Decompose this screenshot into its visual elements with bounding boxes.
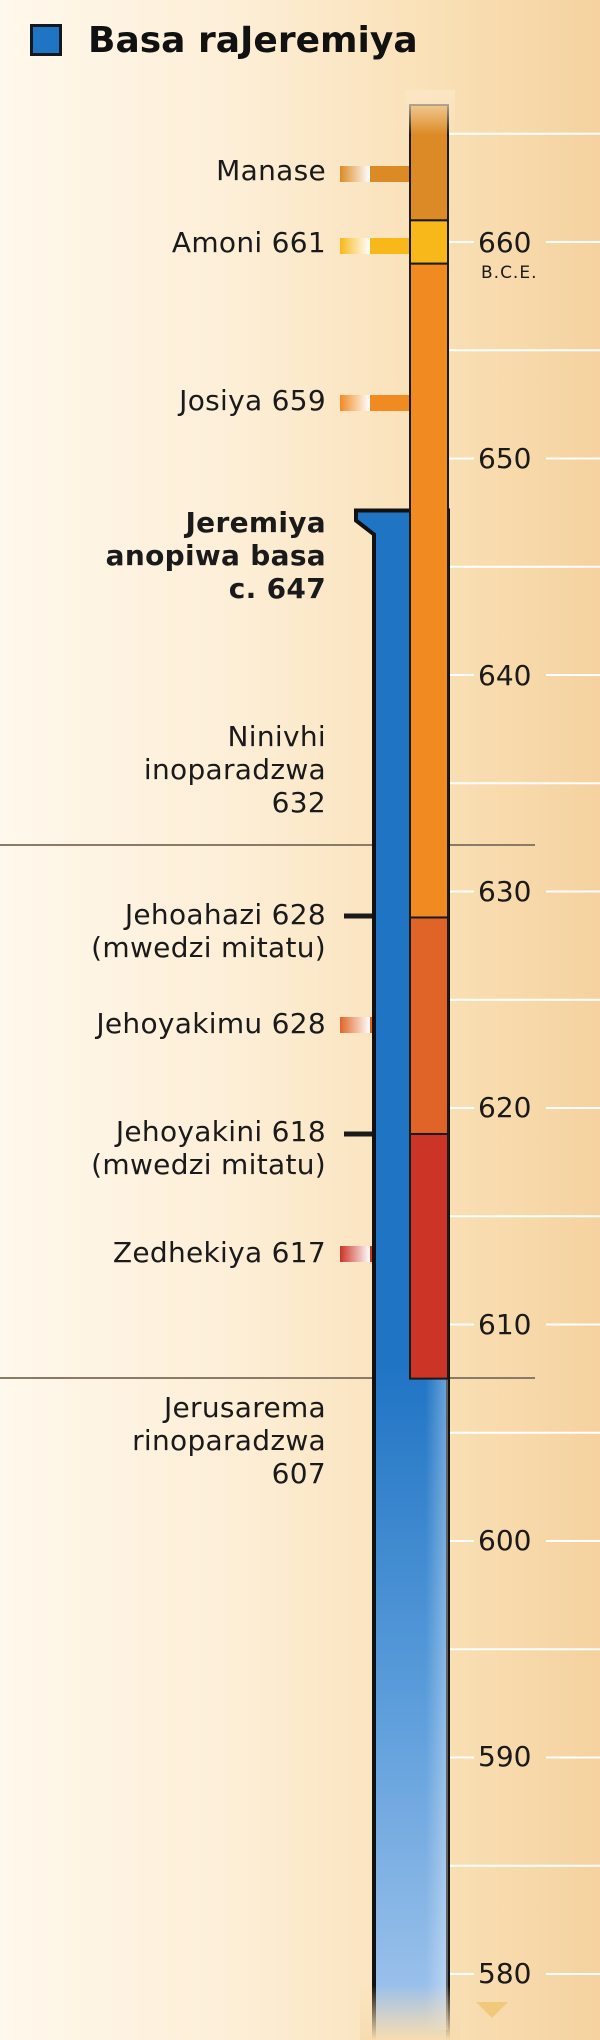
reign-bars (409, 104, 449, 1380)
event-label-jehoahazi: Jehoahazi 628 (mwedzi mitatu) (91, 898, 326, 964)
year-label-610: 610 (478, 1308, 532, 1341)
year-label-660: 660 (478, 226, 532, 259)
reign-bar-zedhekiya (409, 1132, 449, 1380)
reign-bar-josiya (409, 262, 449, 919)
event-label-manase: Manase (216, 154, 326, 187)
event-label-amoni: Amoni 661 (171, 226, 326, 259)
year-label-640: 640 (478, 659, 532, 692)
event-label-jeremiya: Jeremiya anopiwa basa c. 647 (105, 506, 326, 605)
connector-josiya (340, 395, 412, 411)
year-label-650: 650 (478, 442, 532, 475)
year-label-600: 600 (478, 1524, 532, 1557)
connector-amoni (340, 238, 412, 254)
year-label-620: 620 (478, 1091, 532, 1124)
event-label-ninivhi: Ninivhi inoparadzwa 632 (143, 720, 326, 819)
event-label-zedhekiya: Zedhekiya 617 (112, 1236, 326, 1269)
reign-bar-amoni (409, 219, 449, 265)
continuation-arrow-icon (476, 2002, 508, 2018)
legend-swatch (30, 24, 62, 56)
event-label-jerusarema: Jerusarema rinoparadzwa 607 (132, 1391, 326, 1490)
year-ticks (448, 132, 600, 1975)
legend-label: Basa raJeremiya (88, 20, 418, 61)
event-label-jehoyakimu: Jehoyakimu 628 (96, 1007, 326, 1040)
reign-bar-jehoyakimu (409, 916, 449, 1135)
year-label-590: 590 (478, 1740, 532, 1773)
era-label: B.C.E. (481, 263, 538, 283)
year-label-580: 580 (478, 1957, 532, 1990)
event-label-josiya: Josiya 659 (179, 384, 326, 417)
connector-manase (340, 166, 412, 182)
event-label-jehoyakini: Jehoyakini 618 (mwedzi mitatu) (91, 1115, 326, 1181)
year-label-630: 630 (478, 875, 532, 908)
